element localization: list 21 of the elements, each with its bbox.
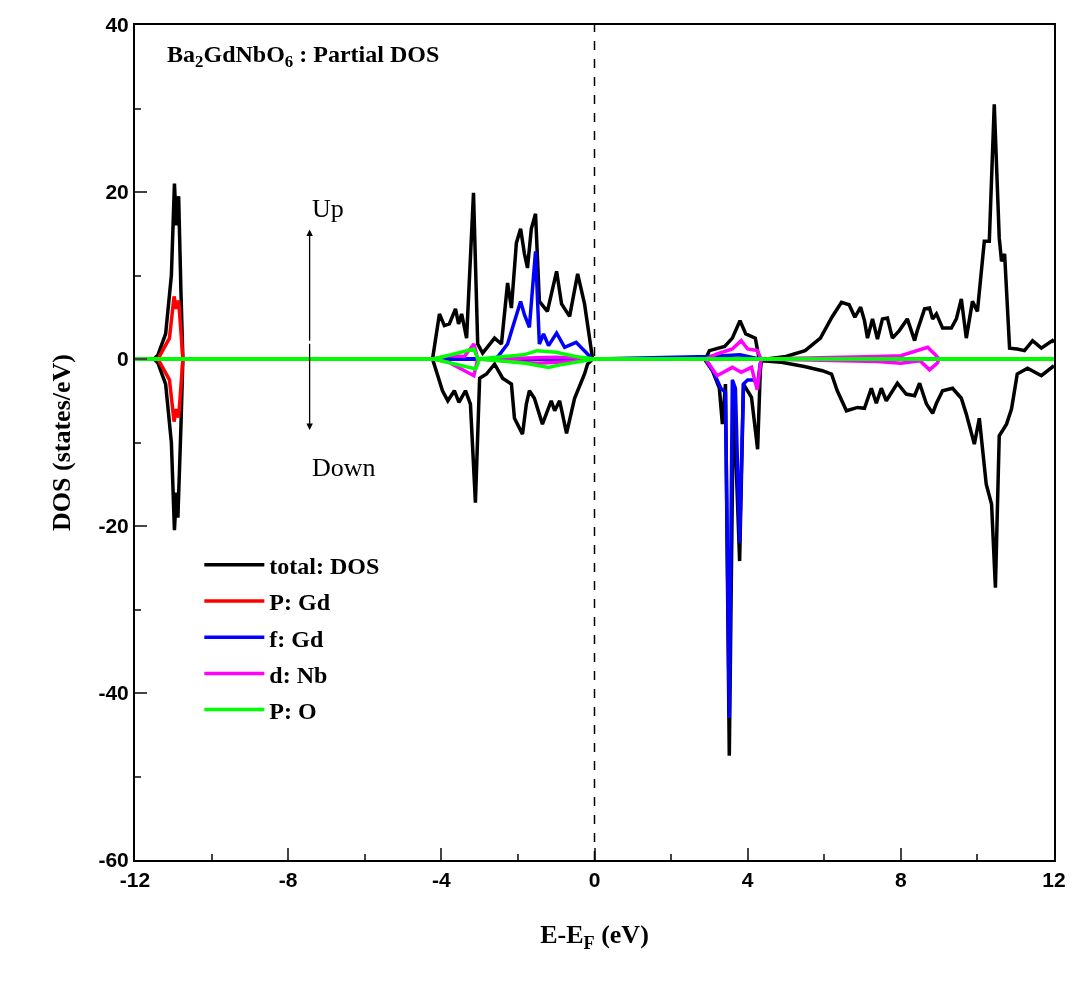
legend-label: total: DOS [269, 553, 380, 580]
y-tick-label: 20 [105, 180, 129, 204]
x-tick-label: -8 [278, 868, 298, 892]
x-axis-title: E-E$_{F}$ (eV) [540, 920, 649, 953]
x-tick-label: 8 [894, 868, 907, 892]
x-tick-label: -4 [431, 868, 451, 892]
annotation: Down [312, 453, 376, 482]
text: Ba$_{2}$GdNbO$_{6}$ : Partial DOS [167, 40, 440, 71]
x-tick-label: 4 [741, 868, 754, 892]
legend-label: f: Gd [269, 625, 324, 652]
legend-label: P: O [269, 697, 317, 724]
y-tick-label: -20 [98, 514, 129, 538]
x-tick-label: 0 [588, 868, 601, 892]
legend-label: P: Gd [269, 589, 331, 616]
y-axis-title: DOS (states/eV) [47, 354, 77, 531]
legend-label: d: Nb [269, 661, 328, 688]
x-tick-label: 12 [1042, 868, 1066, 892]
y-tick-label: 40 [105, 13, 129, 37]
y-tick-label: 0 [117, 347, 129, 371]
y-tick-label: -40 [98, 681, 129, 705]
annotation: Up [312, 194, 344, 223]
